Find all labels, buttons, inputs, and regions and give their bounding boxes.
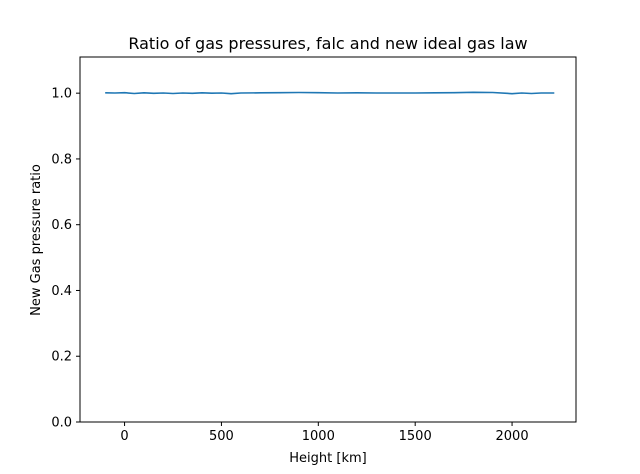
chart-title: Ratio of gas pressures, falc and new ide… [128,34,527,53]
series-line [105,91,555,95]
x-tick-label: 0 [120,429,128,444]
x-tick-label: 1500 [399,429,432,444]
y-tick-label: 0.4 [51,284,72,299]
ticks-layer: 0 500 1000 1500 2000 0.0 0.2 0.4 0.6 0.8 1.0 [51,87,528,444]
x-axis-label: Height [km] [289,451,366,466]
plot-area [80,57,576,422]
y-tick-label: 0.8 [51,152,72,167]
y-tick-label: 0.2 [51,350,72,365]
y-axis-label: New Gas pressure ratio [29,164,44,316]
x-tick-label: 2000 [496,429,529,444]
y-tick-label: 0.6 [51,218,72,233]
plot-frame [79,56,577,423]
y-tick-label: 1.0 [51,87,72,102]
x-tick-label: 1000 [302,429,335,444]
y-tick-label: 0.0 [51,416,72,431]
series-layer [105,91,555,95]
x-tick-label: 500 [209,429,234,444]
